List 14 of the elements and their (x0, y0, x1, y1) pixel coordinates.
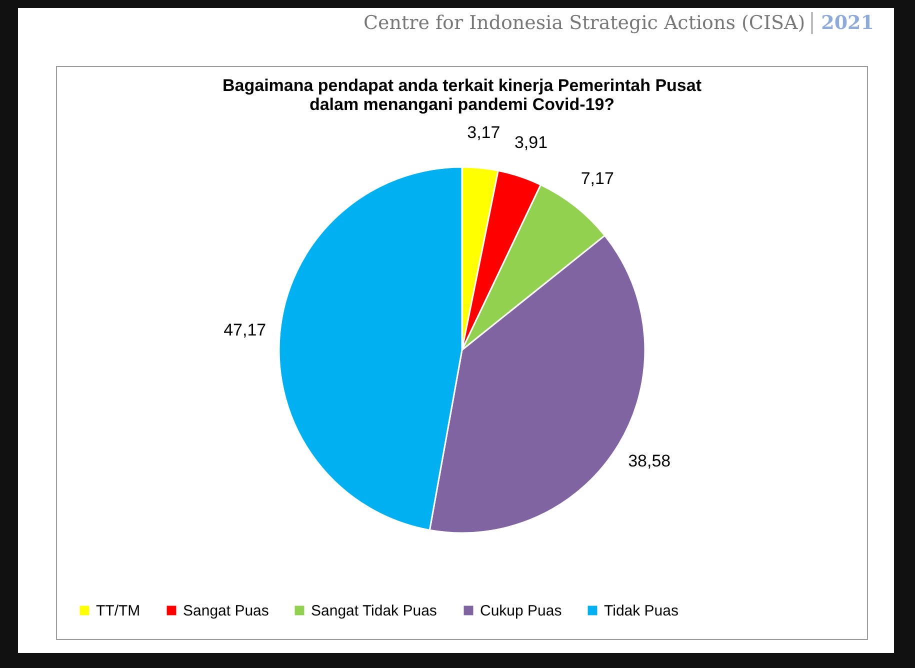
data-label: 38,58 (628, 451, 671, 470)
data-label: 3,91 (514, 133, 548, 152)
text: dalam menangani pandemi Covid-19? (309, 95, 615, 114)
data-label: 3,17 (467, 123, 500, 142)
data-label: 47,17 (224, 320, 266, 340)
legend-label: Tidak Puas (604, 602, 678, 620)
legend-label: Cukup Puas (480, 602, 562, 620)
text: Centre for Indonesia Strategic Actions (CISA) (363, 12, 806, 34)
legend-label: TT/TM (96, 602, 140, 620)
text: Bagaimana pendapat anda terkait kinerja Pemerintah Pusat (222, 76, 702, 96)
legend-label: Sangat Puas (183, 602, 269, 620)
text: 2021 (811, 12, 874, 34)
legend-label: Sangat Tidak Puas (311, 602, 437, 620)
data-label: 7,17 (580, 169, 614, 188)
